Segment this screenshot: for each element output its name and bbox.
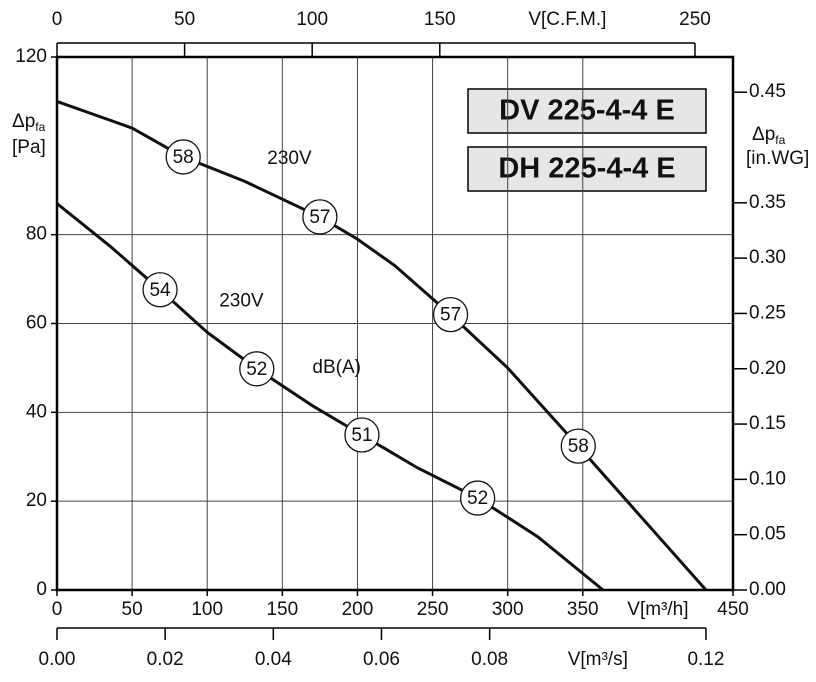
noise-label: 58 bbox=[173, 147, 194, 168]
y2-axis-label: Δpfa bbox=[752, 124, 786, 147]
model-label: DV 225-4-4 E bbox=[499, 95, 675, 127]
x2-tick-label: 50 bbox=[174, 9, 195, 30]
x-tick-label: 50 bbox=[122, 599, 143, 620]
noise-label: 52 bbox=[467, 488, 488, 509]
x-tick-label: 150 bbox=[266, 599, 298, 620]
x2-tick-label: 150 bbox=[424, 9, 456, 30]
model-label: DH 225-4-4 E bbox=[498, 153, 675, 185]
noise-label: 57 bbox=[440, 305, 461, 326]
x3-tick-label: 0.12 bbox=[687, 649, 724, 670]
noise-marker bbox=[344, 417, 380, 453]
y2-tick-label: 0.35 bbox=[749, 192, 786, 213]
y2-tick-label: 0.25 bbox=[749, 302, 786, 323]
x-tick-label: 200 bbox=[342, 599, 374, 620]
x3-tick-label: 0.02 bbox=[147, 649, 184, 670]
noise-marker bbox=[302, 199, 338, 235]
noise-label: 52 bbox=[246, 359, 267, 380]
x-tick-label: 100 bbox=[191, 599, 223, 620]
y-tick-label: 20 bbox=[26, 490, 47, 511]
x3-tick-label: 0.08 bbox=[471, 649, 508, 670]
x-tick-label: 350 bbox=[567, 599, 599, 620]
noise-marker bbox=[432, 296, 469, 333]
y2-tick-label: 0.30 bbox=[749, 247, 786, 268]
y2-axis-unit: [in.WG] bbox=[746, 148, 809, 169]
noise-label: 51 bbox=[351, 425, 372, 446]
y-label-main: Δp bbox=[12, 111, 35, 132]
model-box: DH 225-4-4 E bbox=[467, 146, 707, 192]
y-label-sub: fa bbox=[35, 120, 45, 134]
x2-tick-label: 100 bbox=[296, 9, 328, 30]
noise-marker bbox=[239, 351, 275, 387]
noise-marker bbox=[142, 272, 178, 308]
noise-label: 57 bbox=[309, 207, 330, 228]
annotation: 230V bbox=[219, 290, 264, 311]
noise-label: 54 bbox=[149, 280, 171, 301]
model-box: DV 225-4-4 E bbox=[467, 88, 707, 134]
x2-tick-label: 250 bbox=[679, 9, 711, 30]
noise-marker bbox=[560, 428, 596, 464]
x2-axis-label: V[C.F.M.] bbox=[528, 9, 606, 30]
y2-tick-label: 0.10 bbox=[749, 468, 786, 489]
annotation: 230V bbox=[267, 148, 312, 169]
x3-axis-label: V[m³/s] bbox=[568, 649, 628, 670]
x-tick-label: 450 bbox=[717, 599, 749, 620]
x-tick-label: 250 bbox=[417, 599, 449, 620]
y2-tick-label: 0.45 bbox=[749, 81, 786, 102]
y-tick-label: 60 bbox=[26, 313, 47, 334]
annotation: dB(A) bbox=[312, 357, 361, 378]
y-tick-label: 80 bbox=[26, 224, 47, 245]
noise-marker bbox=[165, 139, 201, 175]
y-axis-unit: [Pa] bbox=[12, 137, 46, 158]
y-tick-label: 40 bbox=[26, 401, 47, 422]
noise-marker bbox=[459, 480, 496, 516]
y2-label-sub: fa bbox=[775, 133, 785, 147]
x3-tick-label: 0.00 bbox=[39, 649, 76, 670]
y2-tick-label: 0.20 bbox=[749, 358, 786, 379]
x3-tick-label: 0.04 bbox=[255, 649, 292, 670]
y2-label-main: Δp bbox=[752, 124, 775, 145]
x-axis-label: V[m³/h] bbox=[627, 599, 688, 620]
y2-tick-label: 0.05 bbox=[749, 524, 786, 545]
x2-tick-label: 0 bbox=[52, 9, 63, 30]
x-tick-label: 0 bbox=[52, 599, 63, 620]
noise-label: 58 bbox=[568, 436, 589, 457]
y-tick-label: 0 bbox=[36, 579, 47, 600]
y-tick-label: 120 bbox=[15, 46, 47, 67]
y2-tick-label: 0.00 bbox=[749, 579, 786, 600]
x-tick-label: 300 bbox=[492, 599, 524, 620]
y2-tick-label: 0.15 bbox=[749, 413, 786, 434]
y-axis-label: Δpfa bbox=[12, 111, 46, 134]
fan-curve bbox=[56, 202, 605, 592]
x3-tick-label: 0.06 bbox=[363, 649, 400, 670]
